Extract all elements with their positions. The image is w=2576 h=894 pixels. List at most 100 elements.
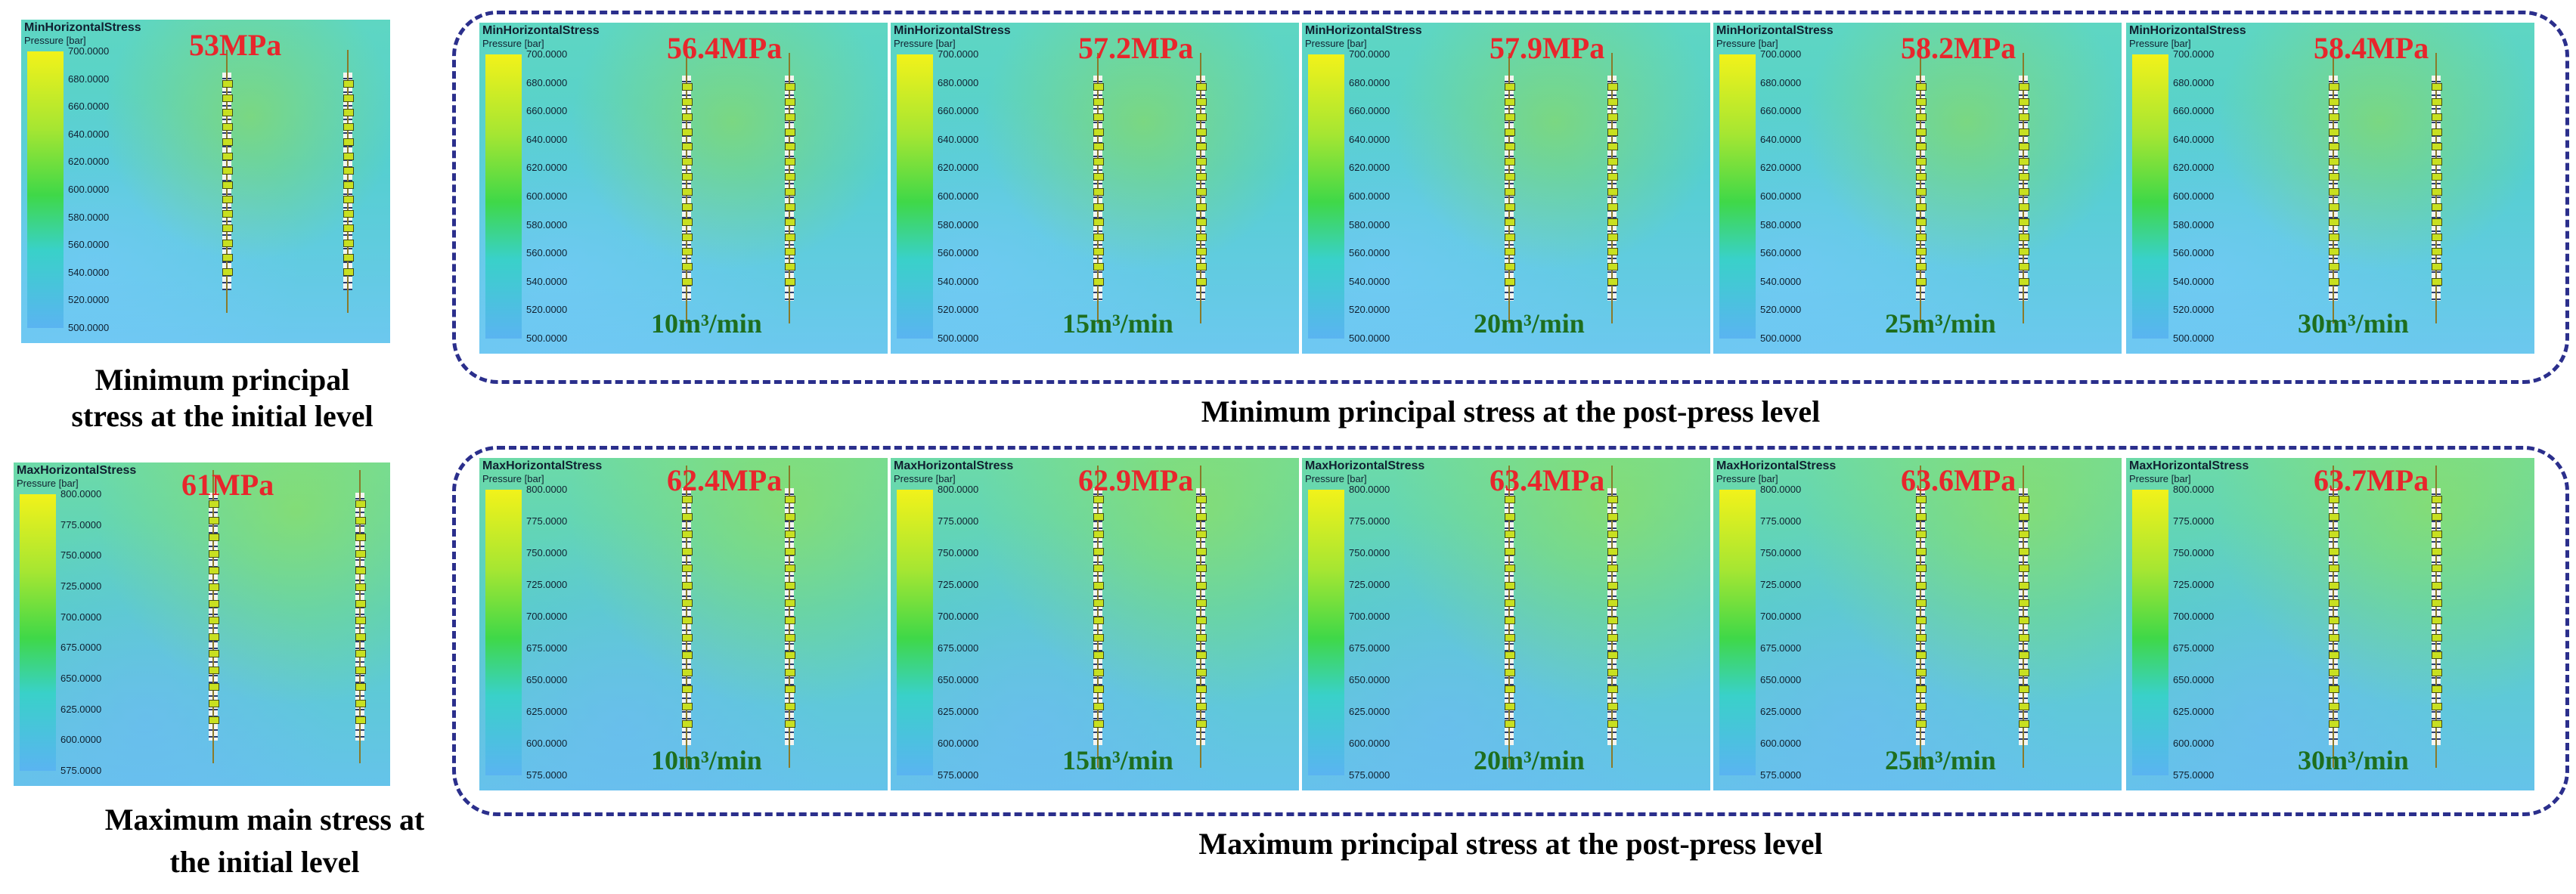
color-scale-tick: 750.0000 — [1349, 547, 1390, 558]
panel-title: MaxHorizontalStress — [1305, 459, 1425, 472]
fracture-marker — [2019, 248, 2029, 256]
color-scale-tick: 775.0000 — [60, 518, 102, 531]
fracture-marker — [2432, 547, 2442, 555]
fracture-marker — [2329, 565, 2339, 573]
min-stress-panel: MinHorizontalStress Pressure [bar] 700.000… — [21, 20, 390, 343]
fracture-marker — [343, 239, 354, 247]
color-scale-tick: 750.0000 — [2173, 547, 2215, 558]
color-scale-tick: 560.0000 — [2173, 247, 2215, 259]
color-scale-tick: 660.0000 — [2173, 105, 2215, 117]
fracture-marker — [1607, 248, 1618, 256]
panel-unit: Pressure [bar] — [1716, 473, 1778, 484]
color-scale-tick: 775.0000 — [526, 515, 568, 527]
fracture-marker — [2329, 720, 2339, 729]
color-scale-tick: 800.0000 — [60, 488, 102, 500]
color-scale-tick: 650.0000 — [1760, 674, 1802, 685]
fracture-marker — [355, 500, 366, 508]
fracture-marker — [2432, 617, 2442, 624]
color-scale-tick: 540.0000 — [938, 275, 979, 287]
fracture-marker — [1196, 248, 1207, 256]
fracture-marker — [1196, 263, 1207, 271]
fracture-marker — [1093, 547, 1104, 555]
color-scale-tick: 775.0000 — [938, 515, 979, 527]
fracture-marker — [343, 138, 354, 146]
injection-rate: 15m³/min — [1062, 308, 1173, 339]
fracture-marker — [355, 600, 366, 608]
fracture-marker — [682, 720, 693, 729]
panel-unit: Pressure [bar] — [2129, 38, 2191, 49]
fracture-marker — [1916, 97, 1927, 106]
fracture-marker — [222, 123, 233, 131]
fracture-marker — [2329, 617, 2339, 624]
fracture-marker — [785, 203, 795, 211]
fracture-marker — [1196, 218, 1207, 226]
fracture-marker — [2329, 128, 2339, 136]
color-scale-bar — [1719, 490, 1756, 775]
fracture-marker — [2329, 599, 2339, 608]
fracture-marker — [355, 550, 366, 558]
color-scale-tick: 500.0000 — [1349, 333, 1390, 344]
min-post-press-group-box — [452, 11, 2569, 384]
fracture-marker — [1916, 83, 1927, 91]
fracture-marker — [1505, 685, 1515, 694]
fracture-marker — [1093, 530, 1104, 538]
fracture-marker — [209, 650, 219, 657]
fracture-marker — [1093, 173, 1104, 181]
color-scale-tick: 625.0000 — [526, 706, 568, 717]
fracture-marker — [222, 138, 233, 146]
color-scale-tick: 600.0000 — [1760, 190, 1802, 202]
fracture-marker — [785, 582, 795, 590]
color-scale-tick: 700.0000 — [68, 45, 110, 57]
color-scale-tick: 575.0000 — [60, 765, 102, 776]
fracture-marker — [2432, 599, 2442, 608]
color-scale-tick: 725.0000 — [938, 579, 979, 590]
fracture-marker — [1607, 720, 1618, 729]
color-scale-tick: 775.0000 — [1760, 515, 1802, 527]
panel-title: MinHorizontalStress — [482, 24, 600, 37]
color-scale-tick: 725.0000 — [60, 580, 102, 592]
fracture-marker — [2329, 685, 2339, 694]
fracture-marker — [209, 534, 219, 541]
panel-unit: Pressure [bar] — [1716, 38, 1778, 49]
fracture-marker — [2432, 496, 2442, 503]
color-scale-tick: 560.0000 — [1349, 247, 1390, 259]
fracture-marker — [1196, 496, 1207, 503]
fracture-marker — [1505, 278, 1515, 286]
fracture-marker — [785, 83, 795, 91]
fracture-marker — [1607, 113, 1618, 121]
fracture-marker — [1505, 703, 1515, 711]
fracture-marker — [209, 633, 219, 641]
fracture-marker — [1505, 617, 1515, 624]
fracture-marker — [2432, 651, 2442, 659]
fracture-marker — [2019, 203, 2029, 211]
color-scale-tick: 540.0000 — [68, 266, 110, 278]
fracture-marker — [343, 210, 354, 218]
panel-title: MaxHorizontalStress — [17, 464, 137, 477]
fracture-marker — [2432, 188, 2442, 196]
fracture-marker — [1196, 83, 1207, 91]
fracture-marker — [1916, 173, 1927, 181]
fracture-marker — [1916, 113, 1927, 121]
fracture-marker — [2329, 218, 2339, 226]
color-scale-tick: 675.0000 — [1760, 642, 1802, 654]
fracture-marker — [2019, 113, 2029, 121]
fracture-marker — [2019, 703, 2029, 711]
fracture-marker — [355, 583, 366, 591]
color-scale-tick: 680.0000 — [2173, 76, 2215, 88]
color-scale-tick: 500.0000 — [938, 333, 979, 344]
panel-title: MinHorizontalStress — [24, 21, 141, 34]
fracture-marker — [2329, 263, 2339, 271]
fracture-marker — [355, 633, 366, 641]
color-scale-tick: 800.0000 — [938, 484, 979, 495]
color-scale-tick: 620.0000 — [2173, 162, 2215, 174]
fracture-marker — [2432, 530, 2442, 538]
stress-value: 58.2MPa — [1901, 31, 2016, 65]
color-scale-tick: 620.0000 — [526, 162, 568, 174]
fracture-marker — [1505, 565, 1515, 573]
fracture-marker — [1607, 565, 1618, 573]
min-stress-panel: MinHorizontalStress Pressure [bar] 700.000… — [2126, 23, 2534, 354]
color-scale-tick: 660.0000 — [1760, 105, 1802, 117]
fracture-marker — [682, 565, 693, 573]
fracture-marker — [1505, 651, 1515, 659]
fracture-marker — [785, 530, 795, 538]
